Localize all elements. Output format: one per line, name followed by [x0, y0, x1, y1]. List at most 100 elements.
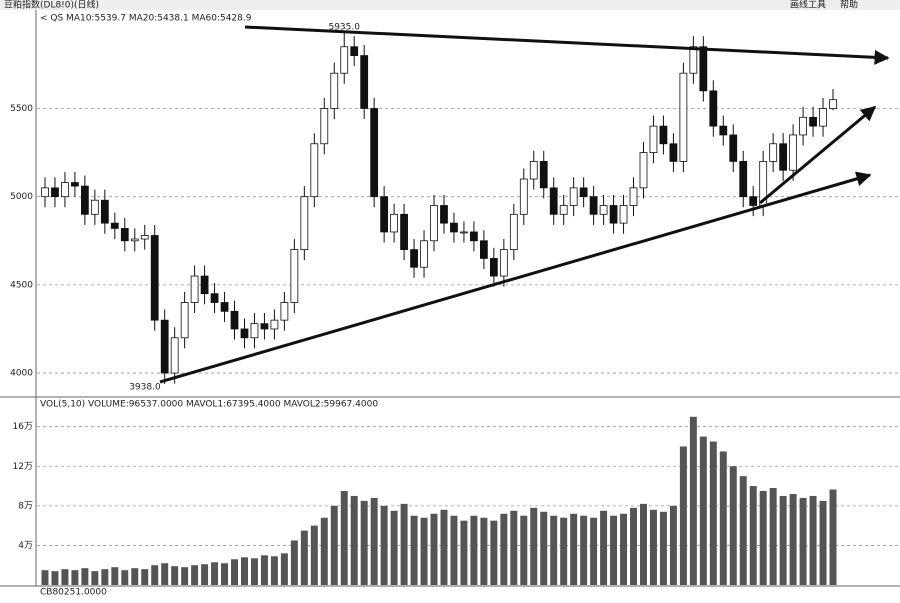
candle-body — [330, 72, 339, 109]
volume-bar — [659, 511, 667, 585]
y-tick-label: 8万 — [18, 501, 33, 511]
candle-body — [71, 182, 79, 187]
price-legend: < QS MA10:5539.7 MA20:5438.1 MA60:5428.9 — [40, 14, 252, 24]
candle-body — [230, 310, 239, 330]
volume-bar — [71, 570, 79, 585]
volume-bar — [530, 507, 538, 585]
candle-body — [819, 108, 827, 127]
volume-bar — [759, 491, 767, 585]
candle-body — [809, 116, 817, 127]
candle-body — [639, 152, 648, 189]
candle-body — [80, 185, 89, 215]
candle-body — [569, 187, 578, 206]
volume-bar — [789, 493, 797, 585]
candle-body — [110, 222, 119, 229]
candle-body — [539, 161, 548, 189]
candle-body — [280, 302, 289, 321]
y-tick-label: 4000 — [10, 369, 33, 379]
volume-bar — [191, 565, 199, 585]
candle-body — [779, 143, 788, 171]
volume-bar — [380, 505, 388, 585]
volume-bar — [211, 562, 219, 585]
trend-line — [159, 171, 872, 384]
volume-bar — [61, 569, 69, 585]
candle-body — [739, 161, 748, 198]
candle-body — [140, 235, 149, 240]
candle-body — [51, 187, 59, 198]
volume-bar — [520, 515, 528, 585]
volume-bar — [560, 517, 568, 585]
volume-bar — [370, 497, 378, 585]
candle-body — [589, 196, 598, 215]
toolbar-button[interactable]: 帮助 — [840, 0, 858, 11]
candle-body — [789, 134, 798, 171]
candle-body — [549, 187, 558, 215]
volume-bar — [749, 486, 757, 585]
volume-bar — [719, 451, 727, 585]
candle-body — [100, 199, 109, 224]
volume-bar — [360, 500, 368, 585]
candle-body — [180, 302, 189, 339]
candle-body — [519, 178, 528, 215]
trend-line — [244, 25, 890, 65]
candle-body — [150, 235, 159, 321]
y-tick-label: 16万 — [13, 422, 33, 432]
volume-bar — [310, 525, 318, 585]
volume-bar — [490, 520, 498, 585]
volume-bar — [400, 503, 408, 585]
volume-bar — [290, 540, 298, 585]
volume-bar — [410, 515, 418, 585]
candle-body — [300, 196, 309, 250]
volume-bar — [699, 436, 707, 585]
candle-body — [619, 205, 628, 224]
volume-bar — [689, 416, 697, 585]
candle-body — [450, 222, 458, 233]
candle-body — [509, 213, 518, 250]
candle-body — [190, 275, 199, 303]
volume-bar — [181, 567, 189, 585]
candle-body — [489, 258, 498, 277]
candle-body — [669, 143, 678, 162]
volume-bar — [460, 520, 468, 585]
candle-body — [250, 323, 259, 339]
y-tick-label: 4万 — [18, 541, 33, 551]
volume-bar — [510, 510, 518, 585]
volume-bar — [221, 563, 229, 585]
candle-body — [599, 205, 608, 215]
candle-body — [400, 213, 408, 250]
candle-body — [420, 240, 428, 268]
volume-bar — [131, 568, 139, 585]
candle-body — [220, 302, 229, 312]
candle-body — [699, 46, 708, 92]
volume-bar — [630, 507, 638, 585]
toolbar-button[interactable]: 画线工具 — [790, 0, 826, 11]
trend-line — [759, 105, 877, 205]
volume-bar — [161, 563, 169, 585]
volume-bar — [739, 476, 747, 585]
candle-body — [260, 323, 269, 330]
candle-body — [559, 205, 568, 215]
volume-bar — [91, 571, 99, 585]
volume-bar — [151, 565, 159, 585]
volume-bar — [679, 446, 687, 585]
candle-body — [629, 187, 638, 206]
volume-bar — [201, 564, 209, 585]
candle-body — [370, 108, 379, 198]
candle-body — [769, 143, 778, 162]
volume-bar — [51, 571, 59, 585]
y-tick-label: 5500 — [10, 104, 33, 114]
volume-bar — [250, 558, 258, 585]
candle-body — [729, 134, 738, 162]
volume-bar — [280, 553, 288, 585]
volume-bar — [769, 488, 777, 585]
candle-body — [829, 99, 837, 109]
volume-bar — [430, 513, 438, 585]
candle-body — [410, 249, 418, 268]
candle-body — [120, 228, 129, 242]
volume-bar — [41, 570, 49, 585]
volume-bar — [320, 517, 328, 585]
candle-body — [470, 231, 478, 242]
y-tick-label: 12万 — [13, 462, 33, 472]
volume-bar — [580, 515, 588, 585]
